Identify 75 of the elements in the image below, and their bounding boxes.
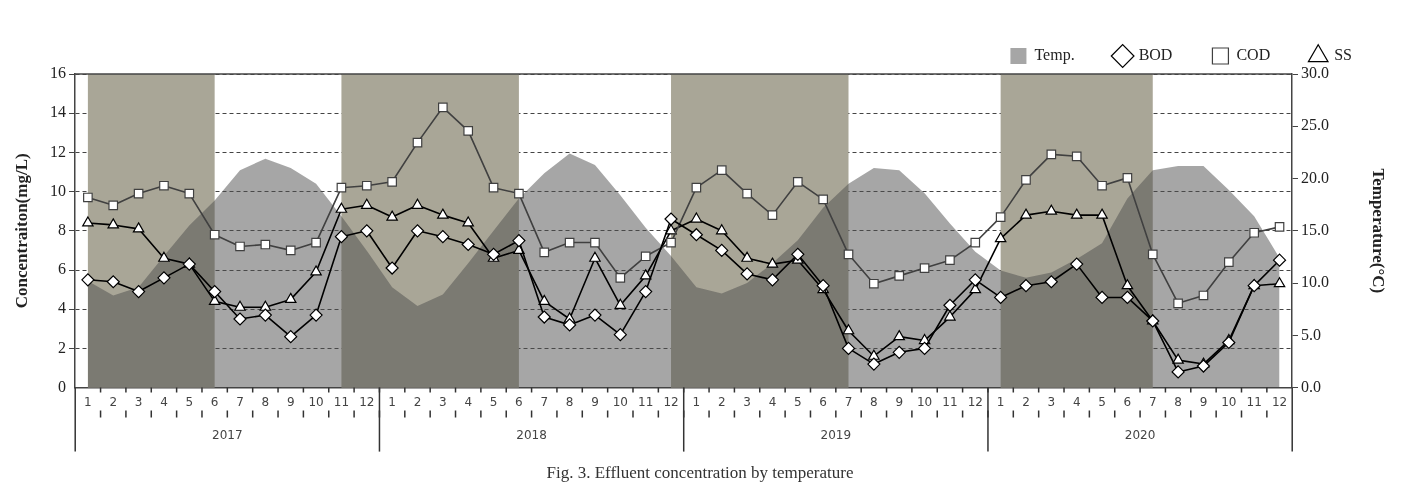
x-tick-label: 2 xyxy=(109,394,118,409)
x-tick-label: 10 xyxy=(1221,394,1237,409)
x-tick-label: 6 xyxy=(515,394,523,409)
x-tick-label: 1 xyxy=(692,394,701,409)
legend-label: SS xyxy=(1334,46,1352,64)
y2-tick-label: 0.0 xyxy=(1301,377,1321,395)
x-tick-label: 5 xyxy=(1098,394,1106,409)
x-tick-label: 6 xyxy=(210,394,219,409)
x-tick-label: 7 xyxy=(1148,394,1157,409)
legend-label: COD xyxy=(1236,46,1271,64)
x-tick-label: 12 xyxy=(1271,394,1288,409)
text: 2017 xyxy=(212,427,243,442)
x-tick-label: 10 xyxy=(308,394,324,409)
y-tick-label: 10 xyxy=(50,181,66,199)
text: Fig. 3. Effluent concentration by temperature xyxy=(546,463,854,483)
y-tick-label: 4 xyxy=(58,299,66,317)
x-tick-label: 11 xyxy=(942,394,958,409)
x-tick-label: 4 xyxy=(768,394,777,409)
x-tick-label: 11 xyxy=(1246,394,1262,409)
y2-tick-label: 10.0 xyxy=(1301,273,1329,291)
x-tick-label: 1 xyxy=(996,394,1005,409)
x-tick-label: 1 xyxy=(388,394,396,409)
x-tick-label: 7 xyxy=(236,394,244,409)
x-tick-label: 8 xyxy=(870,394,878,409)
x-tick-label: 6 xyxy=(819,394,827,409)
text: 2020 xyxy=(1124,427,1156,442)
x-tick-label: 3 xyxy=(743,394,751,409)
x-tick-label: 9 xyxy=(591,394,599,409)
y2-axis-title: Temperature(°C) xyxy=(1369,168,1389,294)
x-tick-label: 3 xyxy=(134,394,143,409)
x-tick-label: 9 xyxy=(895,394,904,409)
x-tick-label: 12 xyxy=(359,394,375,409)
x-tick-label: 9 xyxy=(1199,394,1208,409)
x-tick-label: 11 xyxy=(638,394,654,409)
x-tick-label: 6 xyxy=(1123,394,1132,409)
x-tick-label: 7 xyxy=(844,394,853,409)
x-tick-label: 12 xyxy=(663,394,679,409)
x-tick-label: 3 xyxy=(439,394,447,409)
y-tick-label: 2 xyxy=(58,338,66,356)
y-tick-label: 0 xyxy=(58,377,66,395)
y-tick-label: 8 xyxy=(58,221,66,238)
x-tick-label: 12 xyxy=(967,394,983,409)
x-tick-label: 8 xyxy=(261,394,270,409)
y-tick-label: 12 xyxy=(50,142,66,160)
x-tick-label: 5 xyxy=(489,394,498,409)
y-tick-label: 16 xyxy=(50,64,66,82)
y-tick-label: 14 xyxy=(50,103,66,121)
x-tick-label: 4 xyxy=(464,394,473,409)
text: 2019 xyxy=(820,427,852,442)
x-tick-label: 2 xyxy=(717,394,726,409)
x-tick-label: 7 xyxy=(540,394,549,409)
legend-label: BOD xyxy=(1138,46,1173,64)
x-tick-label: 4 xyxy=(1072,394,1081,409)
y-axis-title: Concentraiton(mg/L) xyxy=(11,153,31,309)
x-tick-label: 2 xyxy=(1022,394,1030,409)
text: 2018 xyxy=(516,427,547,442)
x-tick-label: 4 xyxy=(160,394,168,409)
x-tick-label: 10 xyxy=(612,394,628,409)
x-tick-label: 2 xyxy=(413,394,422,409)
y2-tick-label: 25.0 xyxy=(1301,116,1329,134)
y2-tick-label: 5.0 xyxy=(1301,325,1321,343)
x-tick-label: 8 xyxy=(1174,394,1182,409)
x-tick-label: 11 xyxy=(333,394,350,409)
legend-label: Temp. xyxy=(1034,46,1075,65)
x-tick-label: 9 xyxy=(286,394,295,409)
y2-tick-label: 30.0 xyxy=(1301,64,1329,82)
y2-tick-label: 15.0 xyxy=(1301,221,1329,238)
x-tick-label: 3 xyxy=(1047,394,1056,409)
x-tick-label: 5 xyxy=(185,394,194,409)
x-tick-label: 10 xyxy=(916,394,933,409)
x-tick-label: 1 xyxy=(84,394,92,409)
y2-tick-label: 20.0 xyxy=(1301,168,1329,186)
x-tick-label: 8 xyxy=(565,394,574,409)
x-tick-label: 5 xyxy=(793,394,802,409)
y-tick-label: 6 xyxy=(58,260,66,278)
